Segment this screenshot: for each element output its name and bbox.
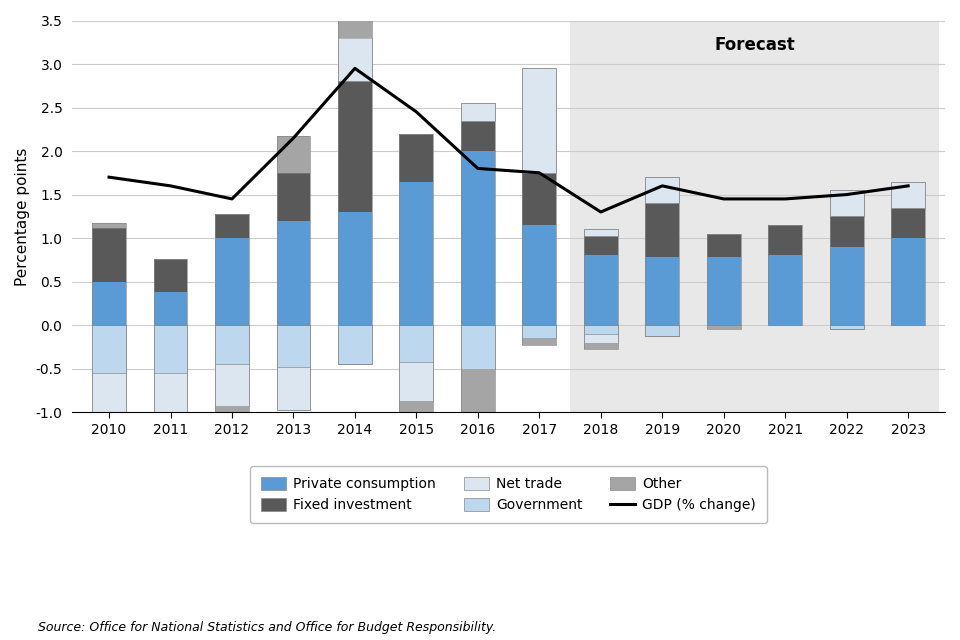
Bar <box>891 207 925 238</box>
Bar <box>154 325 187 468</box>
Bar <box>707 325 740 330</box>
Bar <box>570 20 939 412</box>
Bar <box>92 282 126 325</box>
Bar <box>584 342 617 349</box>
Bar <box>338 0 372 325</box>
Bar <box>645 325 679 335</box>
Bar <box>92 223 126 228</box>
Bar <box>276 136 310 173</box>
Bar <box>829 216 864 247</box>
Bar <box>891 182 925 325</box>
Bar <box>154 325 187 373</box>
Bar <box>92 325 126 373</box>
Bar <box>338 38 372 81</box>
Legend: Private consumption, Fixed investment, Net trade, Government, Other, GDP (% chan: Private consumption, Fixed investment, N… <box>251 466 767 524</box>
Bar <box>154 259 187 292</box>
Bar <box>584 229 617 325</box>
Bar <box>461 103 494 120</box>
Bar <box>891 238 925 325</box>
Bar <box>399 325 433 362</box>
Bar <box>461 103 494 325</box>
Bar <box>276 173 310 221</box>
Bar <box>338 325 372 364</box>
Bar <box>829 325 864 330</box>
Bar <box>829 325 864 330</box>
Bar <box>645 177 679 204</box>
Bar <box>584 255 617 325</box>
Bar <box>707 257 740 325</box>
Bar <box>92 325 126 425</box>
Bar <box>461 325 494 369</box>
Bar <box>276 221 310 325</box>
Bar <box>215 364 249 406</box>
Y-axis label: Percentage points: Percentage points <box>15 147 30 285</box>
Bar <box>584 325 617 349</box>
Bar <box>338 212 372 325</box>
Bar <box>215 325 249 364</box>
Bar <box>645 177 679 325</box>
Bar <box>338 325 372 364</box>
Bar <box>645 257 679 325</box>
Bar <box>215 238 249 325</box>
Bar <box>584 325 617 334</box>
Bar <box>522 325 556 345</box>
Bar <box>584 229 617 236</box>
Bar <box>522 68 556 173</box>
Bar <box>707 234 740 325</box>
Bar <box>645 325 679 335</box>
Bar <box>215 406 249 436</box>
Bar <box>276 367 310 410</box>
Bar <box>399 182 433 325</box>
Bar <box>522 68 556 325</box>
Bar <box>215 214 249 325</box>
Bar <box>215 325 249 436</box>
Bar <box>276 325 310 367</box>
Bar <box>154 373 187 421</box>
Text: Source: Office for National Statistics and Office for Budget Responsibility.: Source: Office for National Statistics a… <box>38 621 496 634</box>
Bar <box>707 234 740 257</box>
Bar <box>154 421 187 468</box>
Bar <box>399 134 433 182</box>
Bar <box>461 325 494 427</box>
Bar <box>768 225 803 325</box>
Bar <box>829 190 864 325</box>
Bar <box>276 325 310 410</box>
Bar <box>461 120 494 151</box>
Bar <box>829 190 864 216</box>
Bar <box>399 401 433 440</box>
Bar <box>645 204 679 257</box>
Bar <box>768 225 803 255</box>
Text: Forecast: Forecast <box>714 36 795 54</box>
Bar <box>522 338 556 345</box>
Bar <box>891 182 925 207</box>
Bar <box>399 362 433 401</box>
Bar <box>399 134 433 325</box>
Bar <box>584 236 617 255</box>
Bar <box>276 136 310 325</box>
Bar <box>522 225 556 325</box>
Bar <box>154 292 187 325</box>
Bar <box>829 247 864 325</box>
Bar <box>707 325 740 330</box>
Bar <box>522 325 556 338</box>
Bar <box>584 334 617 342</box>
Bar <box>92 223 126 325</box>
Bar <box>215 214 249 238</box>
Bar <box>338 81 372 212</box>
Bar <box>461 151 494 325</box>
Bar <box>154 259 187 325</box>
Bar <box>92 373 126 425</box>
Bar <box>522 173 556 225</box>
Bar <box>461 369 494 427</box>
Bar <box>92 228 126 282</box>
Bar <box>399 325 433 440</box>
Bar <box>768 255 803 325</box>
Bar <box>338 0 372 38</box>
